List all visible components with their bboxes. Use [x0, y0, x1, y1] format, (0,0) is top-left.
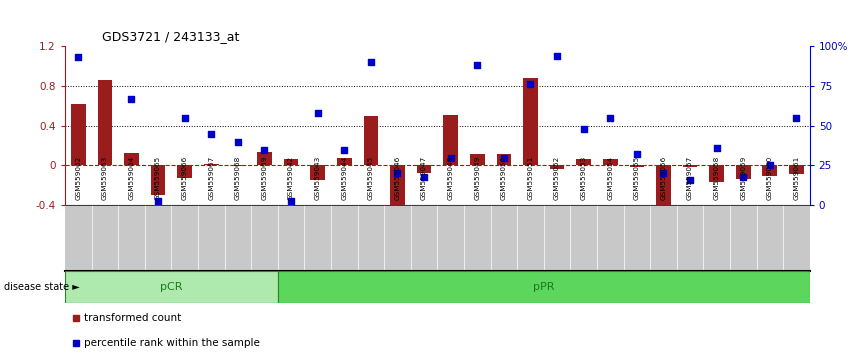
Bar: [682, 166, 697, 167]
Point: [790, 115, 804, 120]
Point: [98, 19, 112, 25]
Bar: [364, 116, 378, 166]
Bar: [496, 154, 511, 166]
Point: [523, 81, 537, 87]
Text: percentile rank within the sample: percentile rank within the sample: [83, 338, 260, 348]
Point: [630, 152, 643, 157]
Point: [470, 62, 484, 68]
Point: [257, 147, 271, 152]
Text: disease state ►: disease state ►: [4, 282, 80, 292]
Point: [337, 147, 351, 152]
Point: [443, 155, 457, 160]
Point: [311, 110, 325, 116]
Bar: [630, 166, 644, 167]
Point: [417, 174, 431, 179]
Text: pCR: pCR: [160, 282, 183, 292]
Bar: [789, 166, 804, 175]
Bar: [204, 165, 218, 166]
Bar: [178, 166, 192, 178]
Point: [71, 54, 85, 60]
Point: [364, 59, 378, 65]
Bar: [762, 166, 777, 176]
Bar: [550, 166, 565, 170]
Bar: [284, 159, 299, 166]
Point: [125, 96, 139, 101]
Bar: [443, 115, 458, 166]
Point: [497, 155, 511, 160]
Text: GDS3721 / 243133_at: GDS3721 / 243133_at: [102, 30, 240, 44]
Bar: [151, 166, 165, 195]
Bar: [98, 80, 113, 166]
Point: [178, 115, 191, 120]
Bar: [576, 159, 591, 166]
Bar: [278, 271, 810, 303]
Bar: [470, 154, 485, 166]
Point: [204, 131, 218, 136]
Point: [550, 53, 564, 58]
Point: [391, 171, 404, 176]
Text: transformed count: transformed count: [83, 313, 181, 323]
Bar: [709, 166, 724, 182]
Bar: [337, 158, 352, 166]
Point: [763, 163, 777, 169]
Bar: [390, 166, 404, 220]
Point: [577, 126, 591, 132]
Point: [284, 198, 298, 203]
Point: [683, 177, 697, 183]
Point: [736, 174, 750, 179]
Bar: [736, 166, 751, 179]
Point: [151, 198, 165, 203]
Bar: [523, 78, 538, 166]
Bar: [257, 152, 272, 166]
Text: pPR: pPR: [533, 282, 554, 292]
Bar: [71, 104, 86, 166]
Bar: [65, 271, 278, 303]
Bar: [417, 166, 431, 173]
Bar: [310, 166, 325, 181]
Point: [231, 139, 245, 144]
Bar: [656, 166, 671, 208]
Point: [656, 171, 670, 176]
Point: [604, 115, 617, 120]
Bar: [603, 159, 617, 166]
Point: [709, 145, 723, 151]
Bar: [124, 153, 139, 166]
